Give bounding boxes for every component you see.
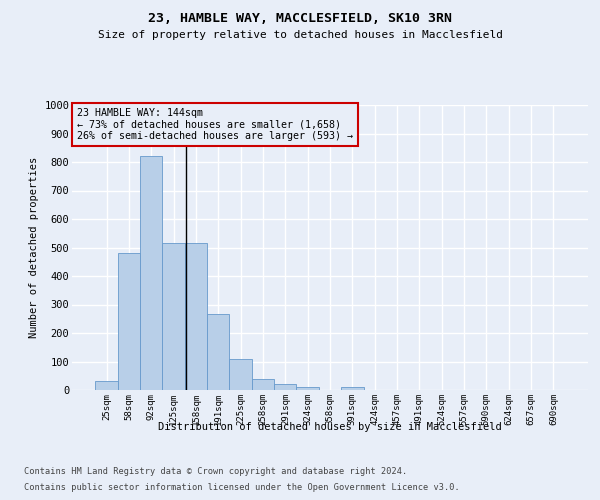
Text: Size of property relative to detached houses in Macclesfield: Size of property relative to detached ho…: [97, 30, 503, 40]
Text: 23 HAMBLE WAY: 144sqm
← 73% of detached houses are smaller (1,658)
26% of semi-d: 23 HAMBLE WAY: 144sqm ← 73% of detached …: [77, 108, 353, 141]
Bar: [252, 379, 274, 390]
Bar: [341, 387, 364, 390]
Text: Distribution of detached houses by size in Macclesfield: Distribution of detached houses by size …: [158, 422, 502, 432]
Bar: [229, 358, 252, 390]
Bar: [296, 386, 319, 390]
Bar: [274, 384, 296, 390]
Bar: [118, 253, 140, 390]
Text: 23, HAMBLE WAY, MACCLESFIELD, SK10 3RN: 23, HAMBLE WAY, MACCLESFIELD, SK10 3RN: [148, 12, 452, 26]
Bar: [207, 314, 229, 390]
Bar: [95, 380, 118, 390]
Bar: [163, 243, 185, 390]
Text: Contains HM Land Registry data © Crown copyright and database right 2024.: Contains HM Land Registry data © Crown c…: [24, 466, 407, 475]
Bar: [185, 243, 207, 390]
Y-axis label: Number of detached properties: Number of detached properties: [29, 157, 38, 338]
Text: Contains public sector information licensed under the Open Government Licence v3: Contains public sector information licen…: [24, 483, 460, 492]
Bar: [140, 156, 163, 390]
